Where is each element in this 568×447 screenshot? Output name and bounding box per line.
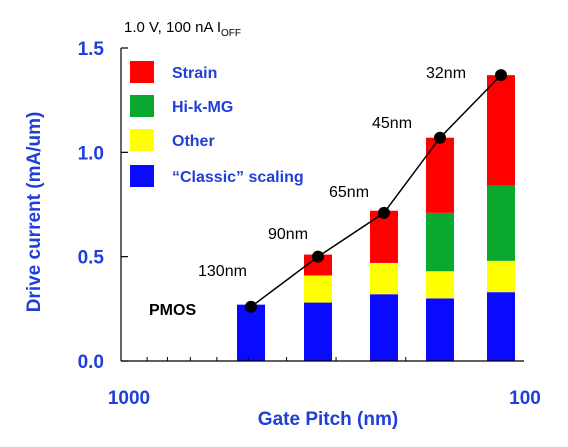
trend-point	[495, 69, 507, 82]
x-axis-title: Gate Pitch (nm)	[258, 409, 398, 430]
trend-point	[312, 250, 324, 263]
pmos-annotation: PMOS	[149, 302, 196, 319]
trend-point	[245, 300, 257, 313]
bar-segment	[487, 292, 515, 361]
bar-segment	[237, 304, 265, 361]
y-tick-label: 0.5	[78, 248, 105, 269]
x-ticks: 1000 100	[108, 357, 541, 409]
bar-segment	[304, 302, 332, 361]
bar-segment	[426, 212, 454, 272]
legend-swatch	[130, 129, 154, 151]
legend-label: Strain	[172, 65, 217, 82]
condition-text: 1.0 V, 100 nA I	[124, 19, 221, 36]
legend-label: Other	[172, 133, 215, 150]
legend-swatch	[130, 165, 154, 187]
y-tick-label: 1.5	[78, 39, 105, 60]
node-label: 130nm	[198, 263, 247, 280]
y-axis-title: Drive current (mA/um)	[24, 112, 45, 313]
bar-segment	[487, 185, 515, 261]
bar-segment	[370, 294, 398, 361]
plot-frame	[120, 48, 524, 362]
condition-label: 1.0 V, 100 nA IOFF	[124, 19, 241, 39]
bar-segment	[487, 260, 515, 293]
y-ticks: 0.0 0.5 1.0 1.5	[78, 39, 128, 373]
legend-label: Hi-k-MG	[172, 99, 233, 116]
legend: Strain Hi-k-MG Other “Classic” scaling	[130, 61, 304, 187]
trend-point	[434, 131, 446, 144]
legend-swatch	[130, 95, 154, 117]
bar-segment	[426, 137, 454, 213]
node-labels: 130nm 90nm 65nm 45nm 32nm	[198, 65, 466, 280]
legend-swatch	[130, 61, 154, 83]
y-tick-label: 0.0	[78, 352, 104, 373]
trend-line-group	[245, 69, 507, 313]
x-tick-label: 1000	[108, 388, 150, 409]
node-label: 45nm	[372, 115, 412, 132]
condition-subscript: OFF	[221, 28, 241, 39]
bar-segment	[487, 75, 515, 186]
node-label: 32nm	[426, 65, 466, 82]
node-label: 65nm	[329, 184, 369, 201]
bar-segment	[304, 254, 332, 276]
bar-segment	[426, 298, 454, 361]
bar-segment	[370, 262, 398, 295]
y-tick-label: 1.0	[78, 143, 104, 164]
legend-label: “Classic” scaling	[172, 169, 304, 186]
bar-segment	[304, 275, 332, 303]
bar-segment	[426, 271, 454, 299]
trend-point	[378, 206, 390, 219]
x-tick-label: 100	[509, 388, 541, 409]
node-label: 90nm	[268, 226, 308, 243]
